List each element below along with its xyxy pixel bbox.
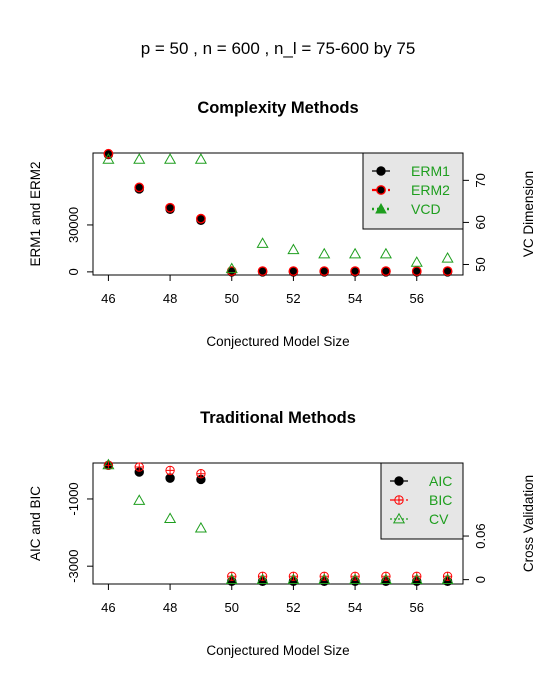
data-point-bic bbox=[196, 469, 206, 479]
data-point-cv bbox=[318, 573, 331, 585]
data-point-bic-plus bbox=[135, 462, 144, 472]
x-tick-label: 46 bbox=[101, 600, 115, 615]
series-cv bbox=[102, 458, 454, 585]
x-tick-label: 46 bbox=[101, 291, 115, 306]
data-point-erm2 bbox=[134, 182, 145, 193]
traditional-methods-panel: Traditional Methods 46 48 50 52 54 56 Conjectur… bbox=[28, 409, 536, 658]
data-point-cv bbox=[256, 573, 269, 585]
panel-title: Complexity Methods bbox=[197, 99, 358, 117]
data-point-vcd bbox=[318, 247, 331, 259]
data-point-bic-plus bbox=[165, 466, 175, 475]
complexity-methods-panel: Complexity Methods 46 48 50 52 54 56 Conjecture… bbox=[28, 99, 536, 349]
data-point-vcd bbox=[164, 153, 177, 164]
data-point-cv bbox=[194, 521, 207, 533]
y-right-tick-label: 70 bbox=[473, 173, 488, 187]
legend-label-aic: AIC bbox=[429, 473, 452, 489]
y-left-tick-label: -3000 bbox=[66, 550, 81, 583]
x-tick-label: 52 bbox=[286, 600, 300, 615]
y-right-tick-label: 50 bbox=[473, 257, 488, 271]
data-point-vcd bbox=[102, 153, 115, 164]
data-point-vcd bbox=[256, 237, 269, 248]
legend-label-erm2: ERM2 bbox=[411, 182, 450, 198]
x-tick-label: 50 bbox=[225, 291, 239, 306]
data-point-vcd bbox=[133, 153, 146, 164]
y-right-tick-label: 0 bbox=[473, 576, 488, 583]
data-point-bic bbox=[350, 571, 360, 581]
series-erm2 bbox=[103, 148, 453, 276]
y-left-axis-label: ERM1 and ERM2 bbox=[28, 161, 43, 266]
data-point-bic bbox=[134, 462, 144, 472]
legend-marker-erm1 bbox=[376, 166, 386, 176]
figure-title: p = 50 , n = 600 , n_l = 75-600 by 75 bbox=[141, 39, 416, 58]
panel-title: Traditional Methods bbox=[200, 409, 356, 427]
data-point-bic bbox=[165, 465, 175, 476]
legend-marker-cv bbox=[392, 512, 406, 524]
series-vcd bbox=[102, 153, 454, 274]
y-right-tick-label: 0.06 bbox=[473, 523, 488, 548]
y-right-tick-label: 60 bbox=[473, 215, 488, 229]
legend-marker-vcd bbox=[375, 202, 387, 214]
data-point-erm2 bbox=[196, 213, 206, 224]
legend-label-vcd: VCD bbox=[411, 201, 441, 217]
data-point-cv bbox=[164, 512, 177, 523]
data-point-bic-plus bbox=[196, 469, 206, 478]
data-point-vcd bbox=[410, 256, 423, 267]
x-tick-label: 48 bbox=[163, 600, 177, 615]
x-tick-label: 56 bbox=[410, 600, 424, 615]
legend-marker-bic-plus bbox=[394, 495, 404, 505]
data-point-erm2 bbox=[381, 266, 391, 276]
x-tick-label: 48 bbox=[163, 291, 177, 306]
x-tick-label: 54 bbox=[348, 600, 362, 615]
data-point-cv bbox=[379, 573, 392, 585]
data-point-erm2 bbox=[257, 266, 268, 276]
legend-marker-erm2 bbox=[376, 185, 386, 195]
x-tick-label: 54 bbox=[348, 291, 362, 306]
data-point-erm2 bbox=[411, 266, 422, 276]
legend-marker-aic bbox=[394, 476, 404, 486]
legend-label-erm1: ERM1 bbox=[411, 163, 450, 179]
y-right-axis-label: Cross Validation bbox=[521, 475, 536, 572]
data-point-aic bbox=[165, 473, 175, 483]
data-point-vcd bbox=[349, 247, 362, 259]
data-point-erm2 bbox=[288, 266, 299, 276]
data-point-cv bbox=[441, 573, 454, 585]
legend: AIC BIC CV bbox=[380, 462, 464, 540]
y-right-axis-label: VC Dimension bbox=[521, 171, 536, 257]
x-tick-label: 56 bbox=[410, 291, 424, 306]
data-point-erm2 bbox=[165, 202, 175, 213]
data-point-cv bbox=[349, 573, 362, 585]
y-left-tick-label: -1000 bbox=[66, 482, 81, 515]
y-left-tick-label: 0 bbox=[66, 268, 81, 275]
x-axis-label: Conjectured Model Size bbox=[206, 643, 349, 658]
data-point-erm2 bbox=[350, 266, 360, 276]
data-point-vcd bbox=[441, 251, 454, 263]
legend-marker-bic bbox=[394, 495, 404, 505]
x-tick-label: 52 bbox=[286, 291, 300, 306]
data-point-erm2 bbox=[319, 266, 330, 276]
legend: ERM1 ERM2 VCD bbox=[362, 152, 464, 230]
data-point-cv bbox=[410, 573, 423, 585]
data-point-vcd bbox=[225, 262, 238, 274]
legend-label-cv: CV bbox=[429, 511, 449, 527]
data-point-cv bbox=[287, 573, 300, 585]
data-point-vcd bbox=[287, 243, 300, 255]
legend-label-bic: BIC bbox=[429, 492, 452, 508]
y-left-tick-label: 30000 bbox=[66, 207, 81, 243]
data-point-vcd bbox=[194, 153, 207, 164]
x-tick-label: 50 bbox=[225, 600, 239, 615]
y-left-axis-label: AIC and BIC bbox=[28, 486, 43, 561]
x-axis-label: Conjectured Model Size bbox=[206, 334, 349, 349]
data-point-cv bbox=[133, 494, 146, 505]
data-point-vcd bbox=[379, 247, 392, 259]
data-point-cv bbox=[102, 458, 115, 470]
data-point-cv bbox=[225, 573, 238, 585]
data-point-erm2 bbox=[442, 266, 453, 276]
